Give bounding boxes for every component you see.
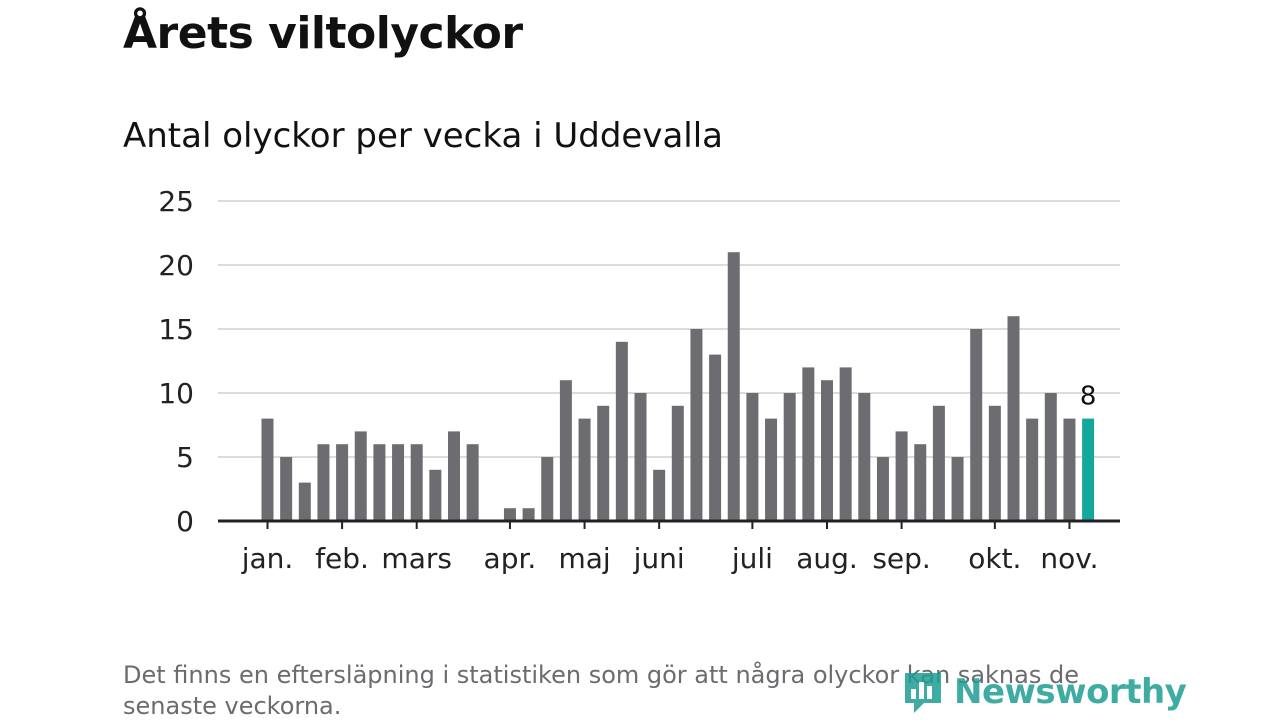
bar <box>1044 393 1057 521</box>
y-tick-label: 5 <box>176 441 194 474</box>
bar <box>690 329 703 521</box>
x-tick-label: apr. <box>484 542 537 575</box>
bar <box>858 393 871 521</box>
bar <box>783 393 796 521</box>
x-tick-label: sep. <box>872 542 931 575</box>
x-tick-label: juli <box>731 542 773 575</box>
bar <box>634 393 647 521</box>
bar <box>354 431 367 521</box>
bar <box>895 431 908 521</box>
brand-logo[interactable]: Newsworthy <box>902 668 1187 716</box>
y-tick-label: 20 <box>158 249 194 282</box>
bar <box>559 380 572 521</box>
y-tick-label: 15 <box>158 313 194 346</box>
bar <box>839 367 852 521</box>
bar <box>298 482 311 521</box>
bar <box>1026 418 1039 521</box>
bar <box>448 431 460 521</box>
x-axis <box>218 519 1120 529</box>
bar <box>876 457 889 521</box>
bar <box>429 469 442 521</box>
bar <box>970 329 983 521</box>
bar <box>280 457 293 521</box>
chart-subtitle: Antal olyckor per vecka i Uddevalla <box>123 116 724 156</box>
bar <box>709 354 722 521</box>
bar <box>1063 418 1076 521</box>
bar <box>503 508 516 521</box>
data-label: 8 <box>1080 382 1097 412</box>
y-tick-label: 10 <box>158 377 194 410</box>
bar <box>261 418 274 521</box>
bar <box>597 405 610 521</box>
bar-highlight <box>1082 418 1095 521</box>
bar-chart: 0 5 10 15 20 25 jan. feb. mars apr. maj juni juli au… <box>158 185 1120 575</box>
bar <box>410 444 423 521</box>
bar <box>615 341 628 521</box>
bar <box>727 252 740 521</box>
bar <box>988 405 1001 521</box>
bar <box>765 418 778 521</box>
bar <box>522 508 535 521</box>
y-tick-label: 25 <box>158 185 194 218</box>
x-tick-label: maj <box>558 542 610 575</box>
bar <box>671 405 684 521</box>
bar <box>373 444 386 521</box>
bars <box>261 252 1095 521</box>
bar <box>821 380 833 521</box>
bar <box>392 444 405 521</box>
bar <box>653 469 666 521</box>
bar <box>932 405 945 521</box>
y-axis-labels: 0 5 10 15 20 25 <box>158 185 194 538</box>
bar <box>317 444 330 521</box>
x-tick-label: juni <box>633 542 685 575</box>
bar <box>1007 316 1020 521</box>
bar <box>746 393 759 521</box>
bar <box>336 444 349 521</box>
bar <box>914 444 927 521</box>
y-tick-label: 0 <box>176 505 194 538</box>
x-tick-label: nov. <box>1040 542 1098 575</box>
bar <box>578 418 591 521</box>
x-axis-labels: jan. feb. mars apr. maj juni juli aug. sep. okt. n… <box>241 542 1099 575</box>
x-tick-label: aug. <box>796 542 858 575</box>
x-tick-label: jan. <box>241 542 294 575</box>
x-tick-label: feb. <box>315 542 369 575</box>
bar <box>541 457 554 521</box>
grid-lines <box>218 200 1120 458</box>
bar <box>951 457 964 521</box>
newsworthy-logo-icon <box>905 673 941 713</box>
bar <box>466 444 479 521</box>
chart-title: Årets viltolyckor <box>123 8 523 59</box>
x-tick-label: okt. <box>968 542 1021 575</box>
brand-name: Newsworthy <box>954 672 1187 712</box>
bar <box>802 367 815 521</box>
x-tick-label: mars <box>381 542 452 575</box>
annotations: 8 <box>1080 382 1097 412</box>
